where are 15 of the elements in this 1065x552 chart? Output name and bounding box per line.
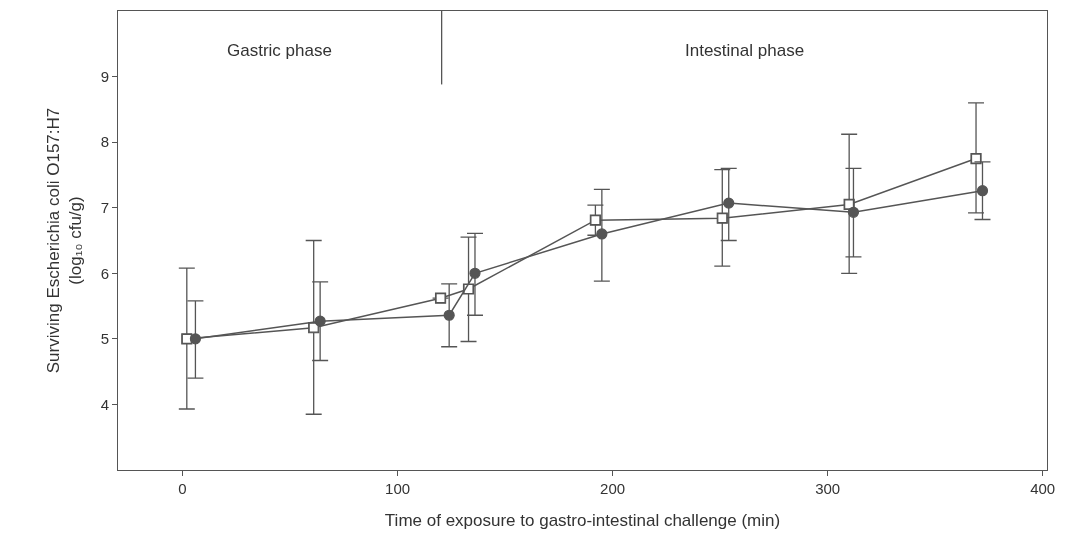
x-tick-label: 0 [178, 480, 187, 497]
y-tick-label: 6 [100, 264, 109, 282]
x-tick-label: 300 [815, 480, 841, 497]
y-axis-title: Surviving Escherichia coli O157:H7 (log₁₀ cfu/g) [44, 107, 86, 374]
y-tick-label: 9 [100, 67, 109, 85]
annotation: Gastric phase [227, 41, 332, 60]
x-tick-label: 400 [1030, 480, 1056, 497]
x-tick-label: 200 [600, 480, 626, 497]
x-tick-label: 100 [385, 480, 411, 497]
x-axis-title: Time of exposure to gastro-intestinal challenge (min) [384, 511, 781, 531]
y-tick-label: 4 [100, 395, 109, 413]
y-tick-label: 5 [100, 330, 109, 348]
y-tick-label: 8 [100, 133, 109, 151]
y-tick-label: 7 [100, 198, 109, 216]
annotation: Intestinal phase [685, 41, 805, 60]
